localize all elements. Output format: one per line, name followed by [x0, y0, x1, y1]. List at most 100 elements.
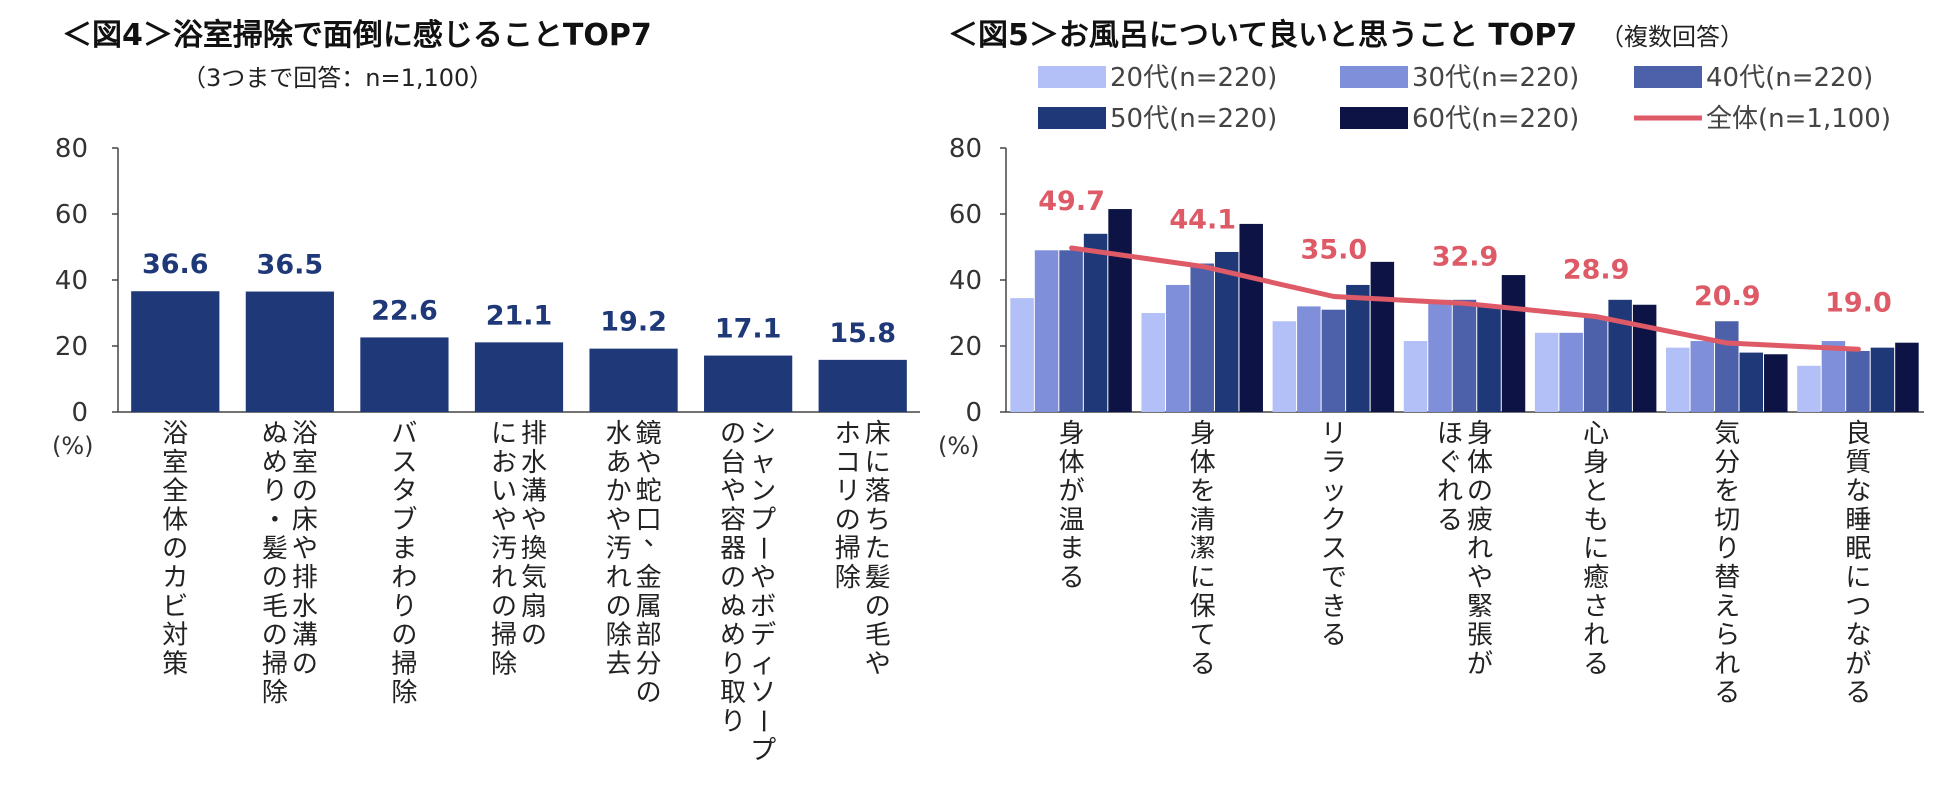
- chart4-y-tick-label: 20: [55, 332, 88, 362]
- chart5-bar-30s: [1297, 306, 1321, 412]
- chart5-bar-60s: [1108, 209, 1132, 412]
- chart4-category-label-char: タ: [391, 477, 417, 507]
- chart5-category-label-char: る: [1714, 678, 1740, 708]
- chart4-category-label-char: の: [491, 592, 517, 622]
- chart4-category-label-char: 除: [606, 621, 632, 651]
- chart4-category-label-char: に: [865, 448, 891, 478]
- chart5-line-value-label: 19.0: [1825, 287, 1892, 318]
- chart5-line-value-label: 35.0: [1301, 235, 1368, 266]
- chart5-category-label-char: に: [1190, 563, 1216, 593]
- chart4-category-label-char: の: [292, 649, 318, 679]
- chart4-category-label-char: 浴: [162, 419, 188, 449]
- chart4-category-label-char: プ: [750, 736, 776, 766]
- legend-label: 40代(n=220): [1706, 63, 1873, 93]
- chart4-category-label-char: プ: [750, 505, 776, 535]
- chart4-category-label-char: 全: [162, 477, 188, 507]
- chart4-category-label-char: 除: [262, 678, 288, 708]
- chart4-bar: [245, 291, 334, 412]
- chart5-category-label-char: も: [1583, 505, 1609, 535]
- chart5-bar-20s: [1010, 298, 1034, 412]
- chart4-title: ＜図4＞浴室掃除で面倒に感じることTOP7: [62, 18, 652, 53]
- chart4-category-label-char: ビ: [162, 592, 188, 622]
- chart4-category-label-char: 換: [521, 534, 547, 564]
- chart4-category-label-char: 金: [636, 563, 662, 593]
- chart4-category-label-char: 、: [644, 522, 670, 552]
- chart4-category-label-char: ち: [865, 505, 891, 535]
- chart5-bar-60s: [1501, 275, 1526, 412]
- chart5-bar-60s: [1370, 261, 1395, 412]
- chart4-bar: [131, 291, 220, 412]
- chart5-line-value-label: 20.9: [1694, 281, 1761, 312]
- chart4-category-label-char: 扇: [521, 592, 547, 622]
- chart5-bar-40s: [1321, 309, 1346, 412]
- chart4-y-tick-label: 0: [71, 398, 88, 428]
- chart5-y-tick-label: 40: [949, 266, 982, 296]
- chart5-category-label-char: れ: [1437, 477, 1463, 507]
- chart4-category-label-char: 溝: [521, 477, 547, 507]
- chart5-category-label-char: れ: [1583, 621, 1609, 651]
- chart5-category-label-char: 保: [1190, 592, 1216, 622]
- chart4-category-label-char: 髪: [865, 563, 891, 593]
- chart4-category-label-char: ン: [750, 477, 776, 507]
- chart4-category-label-char: の: [262, 563, 288, 593]
- chart4-category-label-char: ・: [262, 505, 288, 535]
- chart4-category-label-char: 浴: [292, 419, 318, 449]
- chart4-category-label-char: 排: [292, 563, 318, 593]
- chart4-category-label-char: 掃: [835, 534, 861, 564]
- chart5-bar-20s: [1141, 313, 1165, 412]
- chart4-bar: [589, 348, 678, 412]
- chart5-category-label-char: 分: [1714, 448, 1740, 478]
- chart5-bar-50s: [1346, 284, 1370, 412]
- chart4-category-label-char: の: [835, 505, 861, 535]
- chart4-category-label-char: や: [720, 477, 746, 507]
- chart4-category-label-char: の: [720, 419, 746, 449]
- chart5-category-label-char: 身: [1467, 419, 1493, 449]
- chart5-category-label-char: 緊: [1467, 592, 1493, 622]
- chart4-category-label-char: 策: [162, 649, 188, 679]
- chart4-category-label-char: 気: [521, 563, 547, 593]
- chart5-category-label-char: 清: [1190, 505, 1216, 535]
- chart5-overall-line: [1069, 245, 1861, 352]
- chart4-category-label-char: 体: [162, 505, 188, 535]
- chart5-bar-60s: [1632, 304, 1657, 412]
- chart5-category-label-char: ス: [1321, 534, 1347, 564]
- chart5-bar-40s: [1583, 316, 1608, 412]
- chart5-bar-50s: [1739, 352, 1764, 412]
- chart5-category-label-char: る: [1583, 649, 1609, 679]
- chart5-line-value-label: 28.9: [1563, 255, 1630, 286]
- chart5-category-label-char: を: [1714, 477, 1740, 507]
- legend-swatch: [1340, 107, 1408, 129]
- chart5-category-label-char: 心: [1583, 419, 1609, 449]
- chart5-bar-20s: [1272, 321, 1297, 412]
- chart4-category-label-char: 掃: [262, 649, 288, 679]
- chart4-category-label-char: 排: [521, 419, 547, 449]
- chart4-bar: [704, 355, 793, 412]
- chart4-category-label-char: め: [720, 621, 746, 651]
- chart5-subtitle: （複数回答）: [1600, 23, 1744, 51]
- chart5-category-label-char: 体: [1190, 448, 1216, 478]
- chart4-value-label: 17.1: [715, 314, 782, 345]
- chart5-line-value-label: 32.9: [1432, 241, 1499, 272]
- chart5-category-label-char: や: [1467, 563, 1493, 593]
- chart4-category-label-char: の: [162, 534, 188, 564]
- chart5-bar-50s: [1608, 299, 1632, 412]
- chart4-category-label-char: 水: [521, 448, 547, 478]
- chart4-category-label-char: 対: [162, 621, 188, 651]
- chart5-category-label-char: 切: [1714, 505, 1740, 535]
- chart4-category-label-char: 汚: [606, 534, 632, 564]
- chart4-category-label-char: め: [262, 448, 288, 478]
- chart4-category-label-char: わ: [391, 563, 417, 593]
- chart4-category-label-char: ソ: [750, 678, 776, 708]
- chart4-category-label-char: の: [521, 621, 547, 651]
- chart4-category-label-char: り: [720, 707, 746, 737]
- chart4-category-label-char: ス: [391, 448, 417, 478]
- chart5-category-label-char: を: [1190, 477, 1216, 507]
- chart5-category-label-char: ま: [1059, 534, 1085, 564]
- chart5-bar-40s: [1846, 350, 1870, 412]
- chart4-category-label-char: 溝: [292, 621, 318, 651]
- chart4-category-label-char: 掃: [391, 649, 417, 679]
- chart5-category-label-char: リ: [1321, 419, 1347, 449]
- chart5-bar-20s: [1797, 365, 1821, 412]
- chart4-category-label-char: に: [491, 419, 517, 449]
